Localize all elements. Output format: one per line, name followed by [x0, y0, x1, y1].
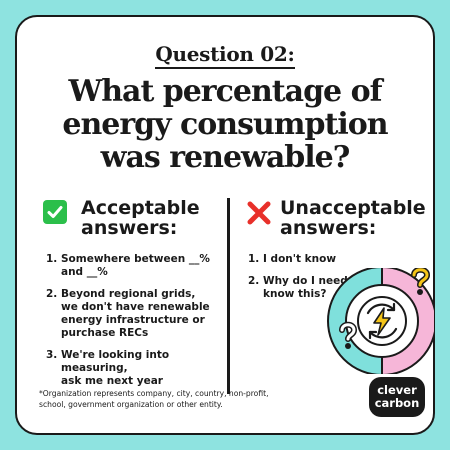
unacceptable-heading: Unacceptable answers:	[246, 198, 426, 238]
question-title: What percentage of energy consumption wa…	[62, 74, 388, 175]
list-item: 2. Why do I need to know this?	[248, 275, 364, 300]
energy-cycle-illustration	[327, 268, 434, 374]
clever-carbon-logo: clever carbon	[369, 377, 425, 417]
list-item: 3. We're looking into measuring, ask me …	[46, 349, 170, 387]
question-mark-icon	[411, 268, 431, 295]
question-card: Question 02: What percentage of energy c…	[15, 15, 435, 435]
list-item: 1. I don't know	[248, 253, 337, 265]
list-item: 1. Somewhere between __% and __%	[46, 253, 210, 278]
question-label: Question 02:	[17, 42, 433, 69]
unacceptable-answers-list: 1. I don't know 2. Why do I need to know…	[248, 253, 368, 310]
column-divider	[227, 198, 230, 394]
check-icon	[43, 200, 67, 224]
acceptable-heading: Acceptable answers:	[43, 198, 200, 238]
acceptable-answers-list: 1. Somewhere between __% and __% 2. Beyo…	[46, 253, 224, 397]
cross-icon	[247, 201, 271, 225]
list-item: 2. Beyond regional grids, we don't have …	[46, 288, 210, 339]
question-mark-icon	[339, 321, 358, 349]
footnote: *Organization represents company, city, …	[39, 389, 269, 409]
